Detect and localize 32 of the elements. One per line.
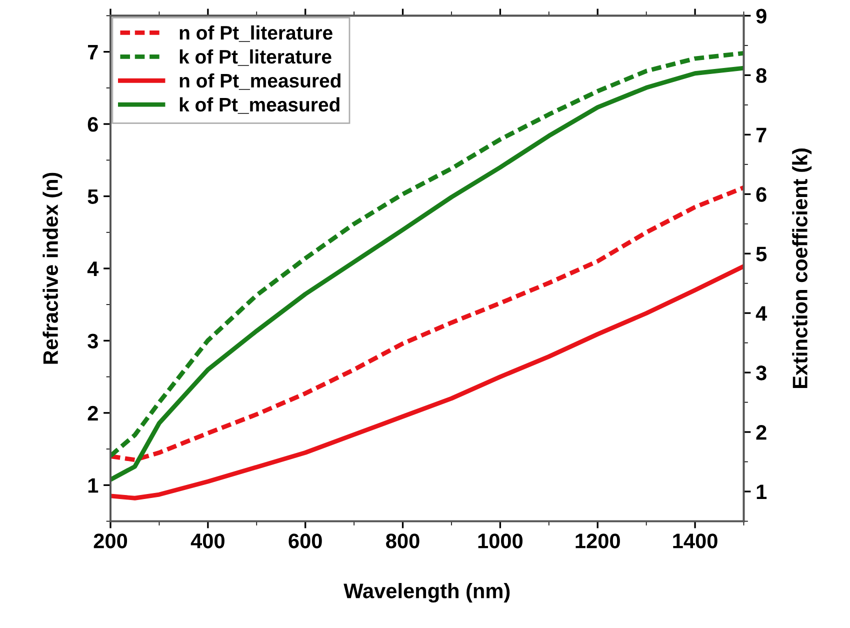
y2-tick-label: 1 bbox=[756, 484, 767, 500]
y2-tick-label: 8 bbox=[756, 68, 767, 83]
x-tick-label: 800 bbox=[386, 534, 420, 548]
y2-axis-title: Extinction coefficient (k) bbox=[792, 148, 812, 388]
legend-label: n of Pt_literature bbox=[180, 25, 332, 42]
x-tick-label: 1000 bbox=[478, 534, 523, 548]
y-axis-title: Refractive index (n) bbox=[42, 172, 62, 364]
y-tick-label: 1 bbox=[88, 478, 98, 493]
y-tick-label: 3 bbox=[88, 334, 98, 348]
y2-tick-label: 9 bbox=[756, 8, 766, 24]
x-tick-label: 1200 bbox=[576, 534, 620, 548]
line-series bbox=[110, 185, 744, 462]
y2-tick-label: 4 bbox=[756, 306, 768, 321]
legend-label: n of Pt_measured bbox=[180, 73, 340, 90]
line-series bbox=[110, 264, 744, 500]
y-tick-label: 7 bbox=[88, 45, 98, 60]
y2-tick-label: 5 bbox=[756, 246, 767, 262]
x-tick-label: 1400 bbox=[673, 534, 718, 548]
y-tick-label: 6 bbox=[88, 117, 98, 132]
x-tick-label: 400 bbox=[190, 534, 224, 548]
x-tick-label: 600 bbox=[288, 534, 322, 548]
y2-tick-label: 2 bbox=[756, 425, 766, 440]
x-tick-label: 200 bbox=[94, 534, 128, 548]
y2-tick-label: 3 bbox=[756, 366, 766, 380]
y-tick-label: 4 bbox=[87, 262, 99, 276]
y-tick-label: 2 bbox=[88, 406, 98, 420]
legend-label: k of Pt_measured bbox=[180, 97, 340, 114]
y2-tick-label: 6 bbox=[756, 187, 766, 202]
legend-label: k of Pt_literature bbox=[180, 49, 332, 66]
y2-tick-label: 7 bbox=[756, 128, 766, 142]
x-axis-title: Wavelength (nm) bbox=[344, 583, 510, 603]
y-tick-label: 5 bbox=[88, 189, 98, 204]
